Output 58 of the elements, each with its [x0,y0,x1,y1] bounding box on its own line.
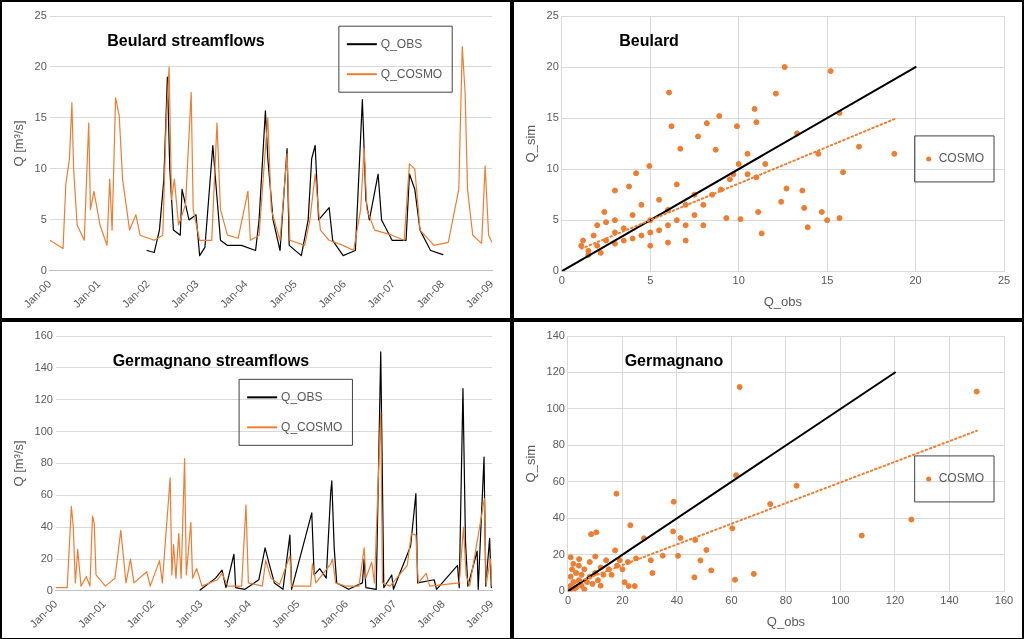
y-axis-title: Q [m³/s] [11,120,27,167]
x-tick-label: 100 [831,593,850,606]
y-axis-title: Q_sim [523,124,539,163]
y-tick-label: 40 [552,511,565,524]
x-axis-title: Q_obs [766,613,806,629]
text: COSMO [938,151,985,166]
y-tick-label: 5 [552,213,559,226]
text: Germagnano [624,351,724,369]
x-tick-label: 10 [732,273,745,286]
y-tick-label: 120 [546,365,565,378]
y-tick-label: 100 [546,401,565,414]
legend-label: Q_COSMO [380,66,443,81]
y-tick-label: 20 [552,547,565,560]
x-tick-label: 40 [670,593,684,606]
y-tick-label: 20 [546,60,559,73]
y-tick-label: 20 [34,60,47,73]
x-tick-label: 60 [725,593,738,606]
text: Germagnano streamflows [112,351,310,369]
y-tick-label: 0 [558,584,565,597]
x-tick-label: 15 [821,273,834,286]
y-tick-label: 80 [552,438,565,451]
legend-label: Q_OBS [380,36,423,51]
y-tick-label: 100 [34,424,53,437]
y-tick-label: 5 [40,212,47,225]
y-tick-label: 40 [40,520,53,533]
legend-label: Q_OBS [281,389,323,404]
y-tick-label: 160 [34,329,53,342]
x-tick-label: 140 [940,593,959,606]
x-tick-label: 20 [909,273,922,286]
y-axis-title: Q_sim [523,444,539,483]
y-tick-label: 15 [34,110,47,123]
text: Beulard [619,31,679,49]
x-tick-label: 160 [994,593,1014,606]
y-tick-label: 120 [34,392,53,405]
y-tick-label: 0 [552,264,559,277]
y-tick-label: 25 [546,9,559,22]
y-tick-label: 0 [40,263,47,276]
y-tick-label: 25 [34,9,47,22]
y-tick-label: 10 [34,161,47,174]
x-tick-label: 20 [616,593,629,606]
y-tick-label: 60 [40,488,53,501]
y-tick-label: 0 [46,583,53,596]
x-tick-label: 80 [779,593,793,606]
x-axis-title: Q_obs [763,293,803,309]
legend-label: Q_COSMO [281,419,343,434]
y-tick-label: 20 [40,552,53,565]
text: Beulard streamflows [107,31,265,49]
y-tick-label: 10 [546,162,559,175]
x-tick-label: 25 [997,273,1011,286]
y-tick-label: 15 [546,111,559,124]
text: COSMO [938,471,985,486]
y-tick-label: 80 [40,456,53,469]
y-tick-label: 140 [34,360,53,373]
y-tick-label: 140 [546,329,565,342]
y-tick-label: 60 [552,474,565,487]
x-tick-label: 5 [647,273,654,286]
x-tick-label: 120 [885,593,905,606]
y-axis-title: Q [m³/s] [11,440,27,487]
